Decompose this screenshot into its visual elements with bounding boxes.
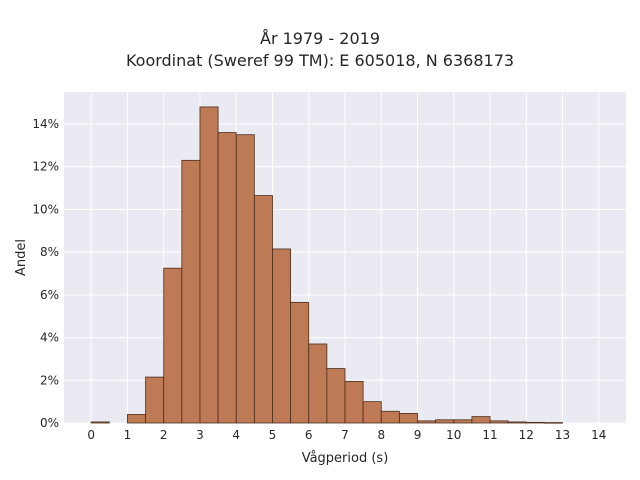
x-tick-label: 8 [377,428,385,442]
histogram-bar [199,106,219,424]
histogram-bar [471,416,491,424]
x-tick-label: 9 [414,428,422,442]
y-tick-label: 14% [32,117,59,131]
x-tick-label: 14 [591,428,606,442]
bars [90,106,563,424]
histogram-bar [544,422,563,424]
x-tick-label: 4 [232,428,240,442]
histogram-bar [362,401,382,424]
chart-title: År 1979 - 2019 [260,29,380,48]
x-tick-label: 5 [269,428,277,442]
y-tick-label: 4% [40,331,59,345]
histogram-bar [181,159,201,424]
y-axis-label: Andel [14,239,29,276]
histogram-bar [308,343,328,424]
x-tick-label: 2 [160,428,168,442]
histogram-bar [417,420,437,424]
x-tick-label: 12 [519,428,534,442]
histogram-bar [127,414,146,424]
histogram-bar [326,368,346,424]
histogram-bar [489,420,509,424]
histogram-bar [435,419,455,424]
histogram-bar [453,419,473,424]
y-tick-label: 0% [40,416,59,430]
x-tick-label: 7 [341,428,349,442]
x-tick-label: 6 [305,428,313,442]
chart-subtitle: Koordinat (Sweref 99 TM): E 605018, N 63… [125,51,515,70]
x-tick-labels: 0 1 2 3 4 5 6 7 8 9 10 11 12 13 14 [87,428,606,442]
histogram-bar [344,380,364,424]
y-tick-label: 6% [40,288,59,302]
x-tick-label: 11 [482,428,497,442]
histogram-bar [163,267,183,424]
histogram-bar [290,301,310,424]
histogram-bar [145,376,165,424]
x-tick-label: 10 [446,428,461,442]
y-tick-label: 2% [40,373,59,387]
y-tick-label: 12% [32,160,59,174]
histogram-bar [525,421,545,424]
histogram-bar [90,421,110,424]
x-axis-label: Vågperiod (s) [302,451,389,466]
histogram-bar [235,134,255,424]
y-tick-label: 8% [40,245,59,259]
x-tick-label: 0 [87,428,95,442]
chart-title-block: År 1979 - 2019 Koordinat (Sweref 99 TM):… [0,28,640,72]
histogram-bar [380,410,400,424]
histogram-bar [507,421,527,424]
y-tick-labels: 0% 2% 4% 6% 8% 10% 12% 14% [32,117,59,430]
x-tick-label: 3 [196,428,204,442]
x-tick-label: 13 [555,428,570,442]
y-tick-label: 10% [32,202,59,216]
histogram-bar [272,248,292,424]
x-tick-label: 1 [124,428,132,442]
histogram-bar [398,412,418,424]
histogram-bar [217,132,237,424]
histogram-bar [253,195,273,424]
